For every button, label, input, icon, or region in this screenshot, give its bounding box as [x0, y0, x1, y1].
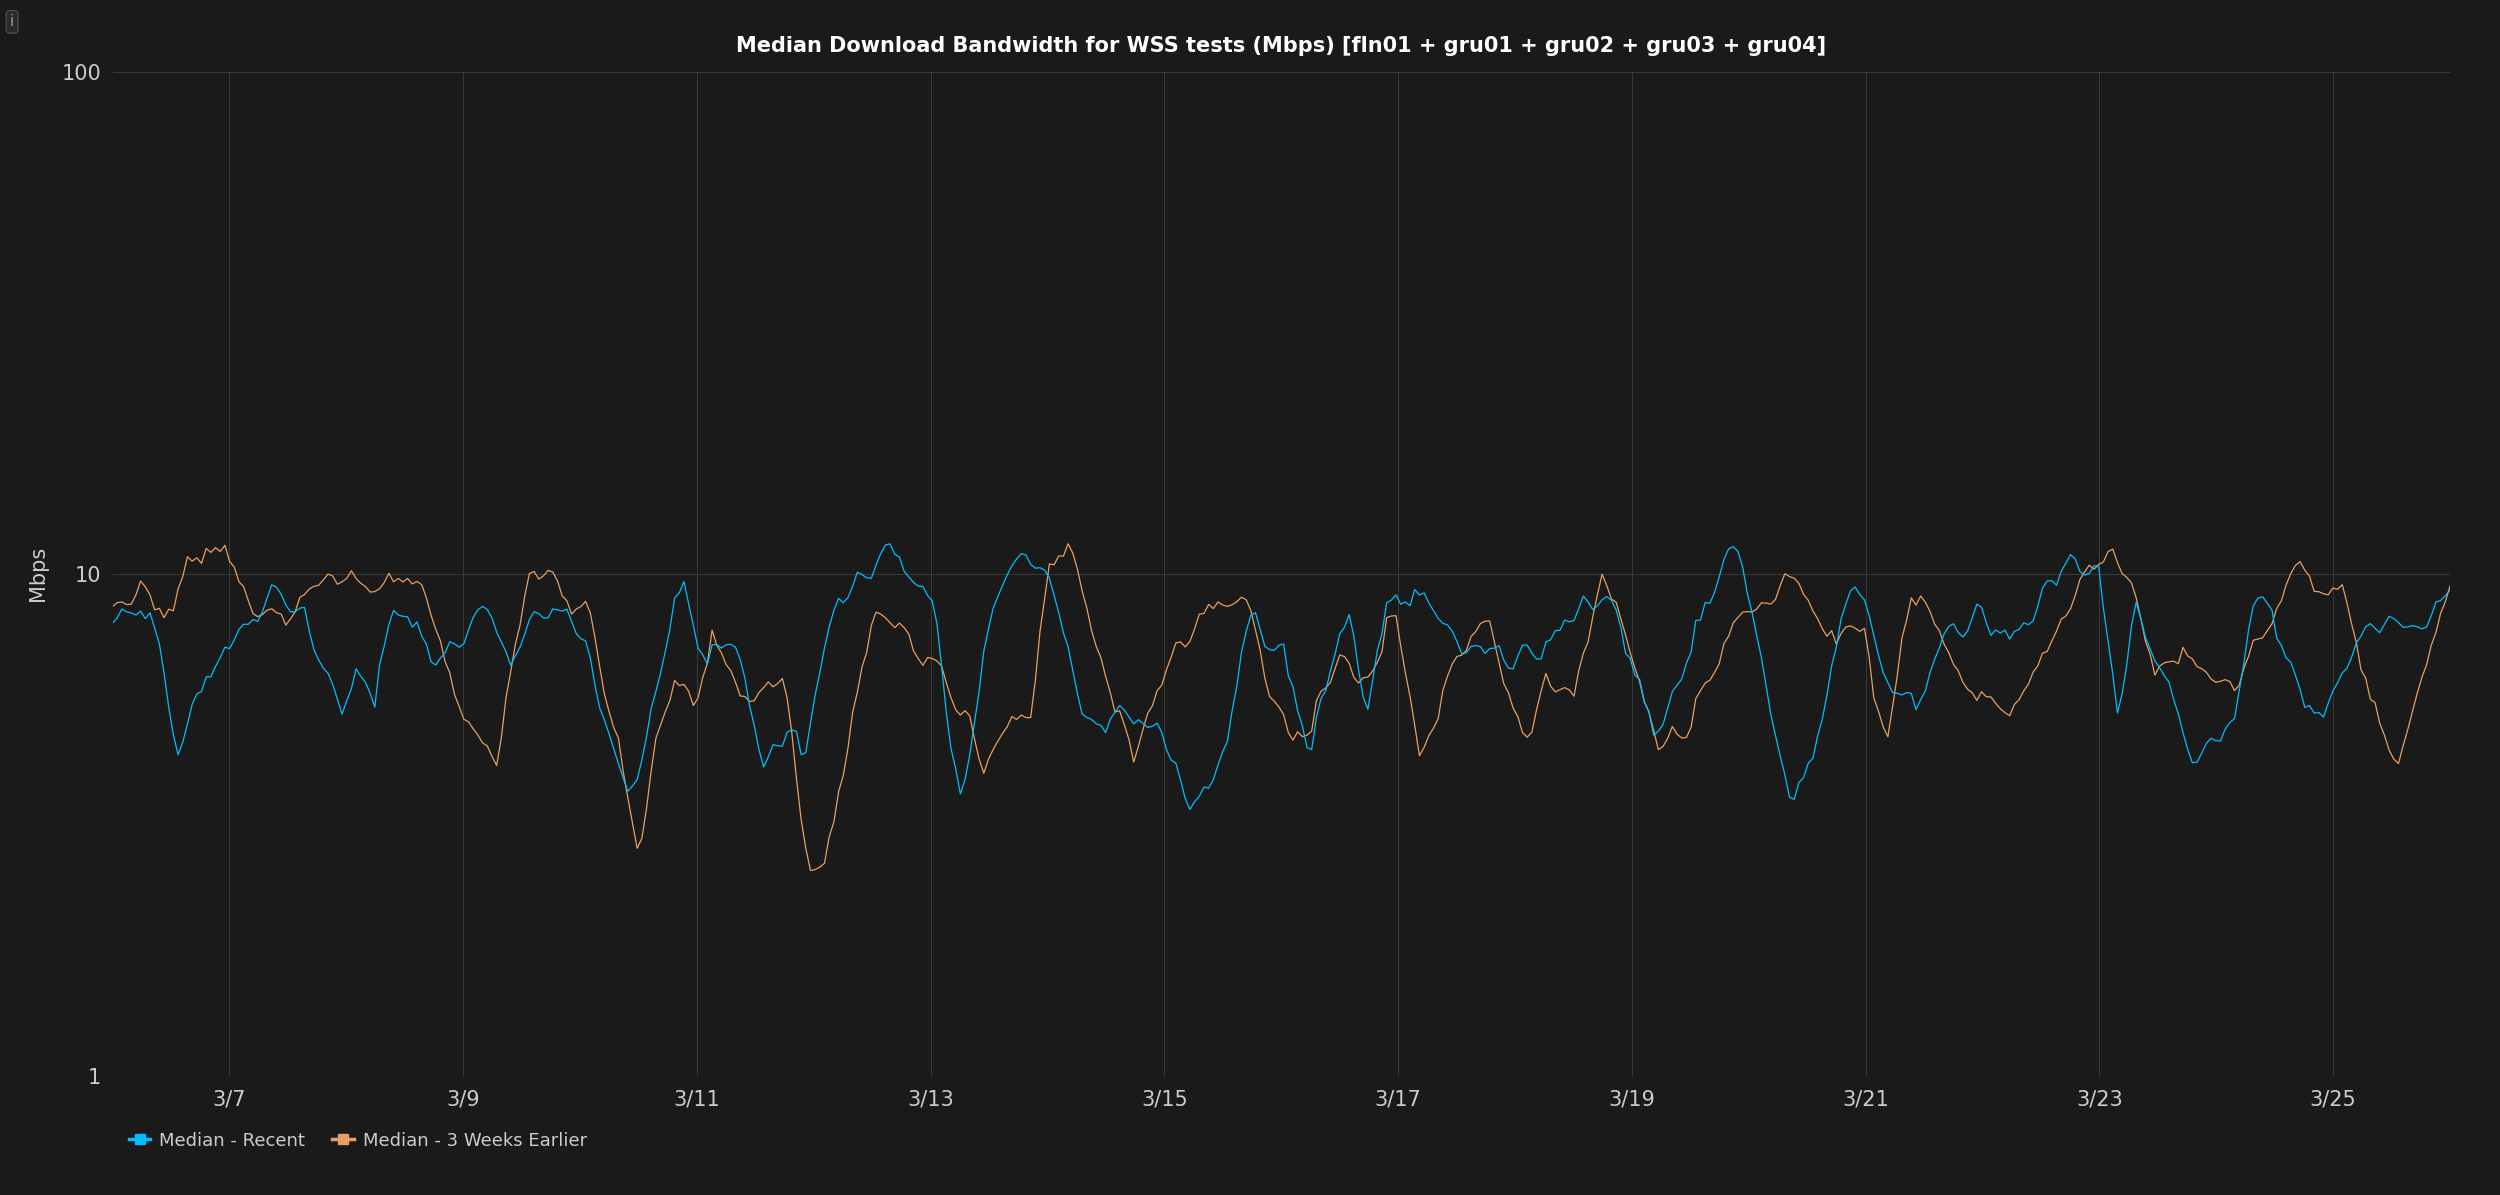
Median - Recent	[1230, 625, 1260, 639]
Median - 3 Weeks Earlier	[2388, 739, 2418, 753]
Median - 3 Weeks Earlier	[1218, 598, 1248, 612]
Median - 3 Weeks Earlier	[795, 863, 825, 877]
Median - Recent	[875, 537, 905, 551]
Median - Recent	[1218, 704, 1248, 718]
Median - 3 Weeks Earlier	[1052, 537, 1082, 551]
Median - Recent	[2435, 583, 2465, 598]
Median - 3 Weeks Earlier	[1498, 700, 1528, 715]
Line: Median - 3 Weeks Earlier: Median - 3 Weeks Earlier	[112, 544, 2450, 870]
Median - Recent	[1175, 802, 1205, 816]
Median - Recent	[1372, 595, 1402, 609]
Median - 3 Weeks Earlier	[2023, 658, 2052, 673]
Median - Recent	[98, 617, 128, 631]
Y-axis label: Mbps: Mbps	[28, 546, 48, 601]
Median - 3 Weeks Earlier	[2435, 578, 2465, 593]
Line: Median - Recent: Median - Recent	[112, 544, 2450, 809]
Median - 3 Weeks Earlier	[1230, 593, 1260, 607]
Median - 3 Weeks Earlier	[1372, 611, 1402, 625]
Legend: Median - Recent, Median - 3 Weeks Earlier: Median - Recent, Median - 3 Weeks Earlie…	[122, 1124, 595, 1157]
Median - Recent	[2388, 620, 2418, 635]
Median - 3 Weeks Earlier	[98, 600, 128, 614]
Title: Median Download Bandwidth for WSS tests (Mbps) [fln01 + gru01 + gru02 + gru03 + : Median Download Bandwidth for WSS tests …	[735, 36, 1828, 56]
Median - Recent	[2023, 599, 2052, 613]
Median - Recent	[1498, 662, 1528, 676]
Text: i: i	[10, 14, 15, 30]
